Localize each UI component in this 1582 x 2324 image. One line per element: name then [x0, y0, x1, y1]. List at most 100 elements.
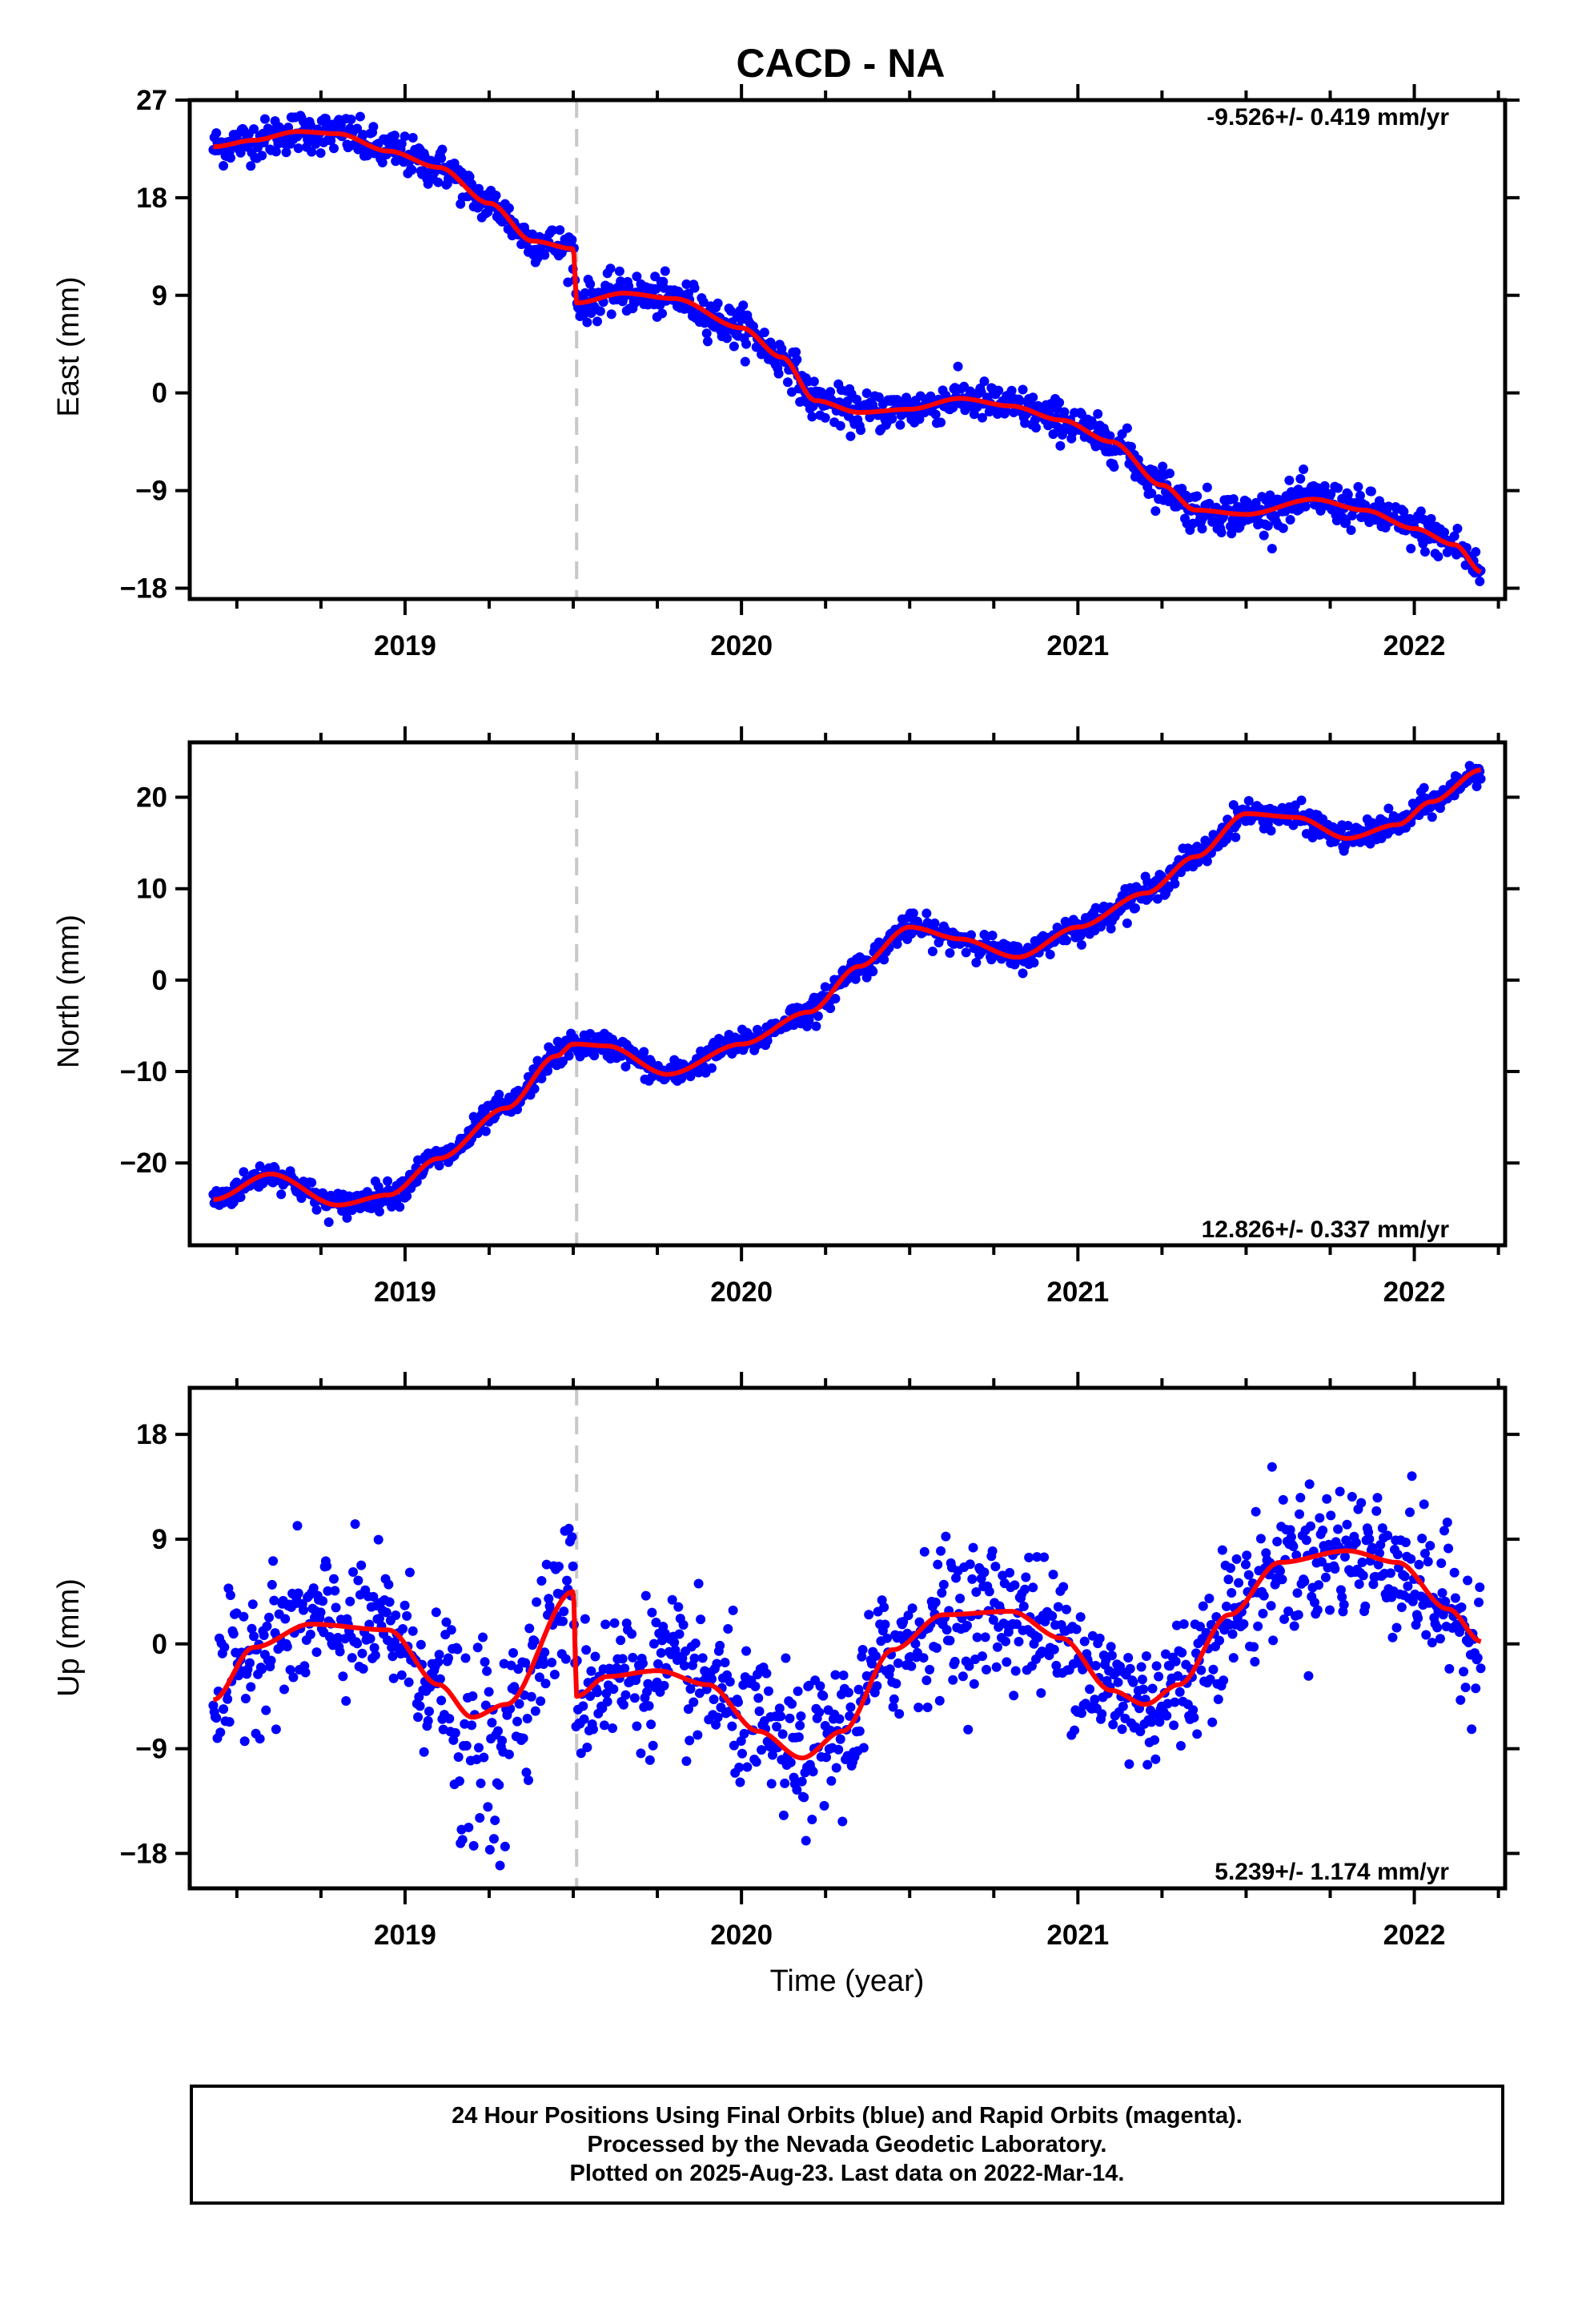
data-point: [460, 1653, 471, 1663]
data-point: [632, 1721, 642, 1731]
data-point: [335, 1647, 345, 1657]
x-axis-label: Time (year): [770, 1964, 925, 1998]
up-data-points: [208, 1462, 1486, 1871]
data-point: [559, 1606, 569, 1617]
data-point: [408, 132, 418, 143]
data-point: [576, 1748, 586, 1759]
data-point: [845, 1702, 856, 1712]
data-point: [246, 161, 256, 171]
data-point: [753, 1693, 764, 1703]
data-point: [1014, 1636, 1024, 1647]
data-point: [247, 1599, 258, 1610]
data-point: [934, 1695, 945, 1706]
data-point: [536, 1576, 547, 1586]
data-point: [1288, 1542, 1299, 1552]
data-point: [776, 1711, 786, 1722]
data-point: [1215, 1635, 1225, 1646]
data-point: [311, 1204, 322, 1215]
data-point: [1476, 1663, 1486, 1674]
data-point: [681, 1756, 692, 1767]
data-point: [963, 1724, 974, 1735]
data-point: [544, 1594, 554, 1604]
north-x-tick-label: 2021: [1046, 1277, 1109, 1308]
data-point: [269, 1595, 279, 1606]
data-point: [656, 1648, 666, 1659]
data-point: [1449, 531, 1460, 541]
data-point: [1031, 423, 1042, 433]
east-y-tick-label: 27: [136, 85, 167, 116]
data-point: [1150, 506, 1161, 517]
data-point: [266, 1655, 276, 1666]
data-point: [407, 165, 417, 175]
data-point: [767, 1750, 777, 1760]
data-point: [1305, 1521, 1315, 1531]
data-point: [262, 1621, 272, 1631]
data-point: [811, 1021, 821, 1031]
data-point: [602, 1696, 612, 1707]
data-point: [1198, 1601, 1208, 1611]
data-point: [1227, 1629, 1238, 1639]
data-point: [979, 376, 990, 387]
data-point: [780, 1778, 790, 1788]
data-point: [446, 1625, 456, 1635]
east-y-tick-label: 18: [136, 183, 167, 214]
data-point: [276, 1189, 287, 1200]
data-point: [1353, 481, 1363, 492]
data-point: [280, 1614, 291, 1624]
data-point: [270, 1164, 280, 1174]
data-point: [246, 1682, 256, 1692]
data-point: [1106, 1651, 1117, 1661]
data-point: [215, 1727, 226, 1738]
data-point: [1289, 1621, 1299, 1631]
data-point: [830, 994, 841, 1004]
data-point: [396, 1670, 407, 1680]
data-point: [435, 1674, 445, 1684]
data-point: [984, 1586, 994, 1597]
data-point: [1272, 1537, 1283, 1547]
data-point: [464, 1822, 474, 1832]
data-point: [558, 1056, 568, 1067]
data-point: [305, 1629, 315, 1639]
data-point: [564, 1051, 574, 1061]
data-point: [1268, 1635, 1279, 1646]
data-point: [1169, 1720, 1179, 1731]
data-point: [1070, 1725, 1080, 1735]
data-point: [1093, 408, 1103, 419]
data-point: [815, 1681, 825, 1691]
data-point: [1117, 1724, 1127, 1735]
north-x-tick-label: 2022: [1383, 1277, 1446, 1308]
data-point: [453, 1751, 464, 1762]
data-point: [792, 354, 802, 364]
data-point: [1407, 1471, 1417, 1482]
data-point: [1456, 1695, 1466, 1705]
data-point: [1383, 1530, 1393, 1541]
data-point: [219, 1704, 229, 1715]
data-point: [358, 130, 368, 140]
data-point: [614, 266, 624, 276]
data-point: [820, 412, 830, 423]
data-point: [579, 1714, 589, 1724]
data-point: [1296, 795, 1307, 806]
data-point: [640, 1590, 651, 1601]
data-point: [1113, 1677, 1123, 1687]
data-point: [413, 1712, 424, 1723]
data-point: [1010, 1666, 1021, 1676]
up-x-tick-label: 2022: [1383, 1920, 1446, 1951]
data-point: [647, 1607, 657, 1618]
data-point: [433, 177, 444, 187]
data-point: [778, 1810, 789, 1820]
data-point: [434, 1650, 444, 1660]
data-point: [1197, 524, 1207, 534]
data-point: [1439, 527, 1450, 537]
data-point: [1299, 1576, 1310, 1586]
data-point: [1324, 1605, 1335, 1615]
data-point: [1372, 1493, 1383, 1503]
data-point: [1028, 1582, 1038, 1593]
data-point: [1055, 440, 1066, 451]
data-point: [1204, 1593, 1215, 1603]
data-point: [751, 1757, 761, 1767]
data-point: [750, 1681, 761, 1691]
data-point: [1152, 894, 1162, 904]
data-point: [484, 1844, 495, 1855]
data-point: [257, 151, 267, 161]
